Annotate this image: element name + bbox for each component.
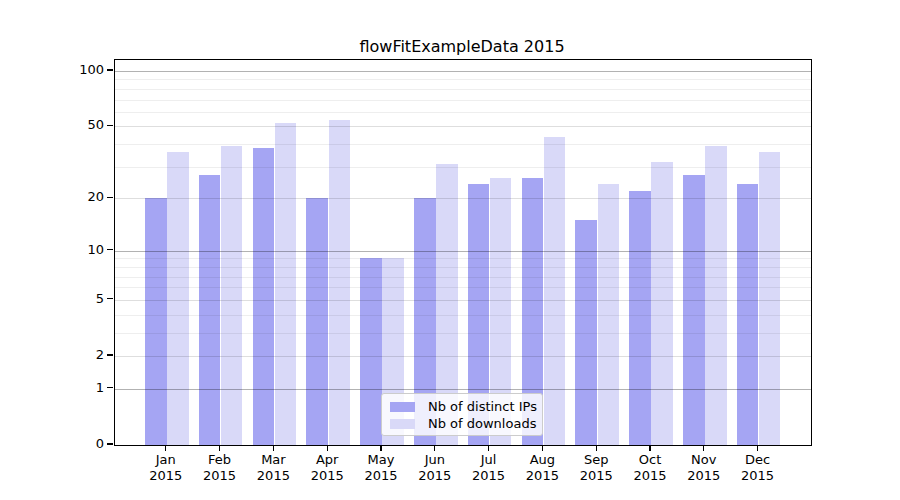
x-tick-label-jul: Jul 2015 bbox=[459, 452, 519, 484]
gridline-y-100 bbox=[115, 71, 811, 72]
gridline-y-10 bbox=[115, 251, 811, 252]
gridline-minor-y-60 bbox=[115, 112, 811, 113]
x-tick-mark-mar bbox=[273, 445, 274, 451]
legend-swatch-downloads bbox=[390, 419, 415, 429]
bar-downloads-mar bbox=[275, 123, 297, 445]
gridline-minor-y-9 bbox=[115, 258, 811, 259]
x-tick-label-oct: Oct 2015 bbox=[620, 452, 680, 484]
x-tick-mark-dec bbox=[757, 445, 758, 451]
gridline-minor-y-70 bbox=[115, 100, 811, 101]
x-tick-mark-sep bbox=[596, 445, 597, 451]
legend-item-downloads: Nb of downloads bbox=[382, 415, 542, 432]
legend-label-downloads: Nb of downloads bbox=[428, 415, 534, 433]
gridline-minor-y-30 bbox=[115, 167, 811, 168]
bar-downloads-nov bbox=[705, 146, 727, 445]
x-tick-label-jun: Jun 2015 bbox=[405, 452, 465, 484]
bar-downloads-dec bbox=[759, 152, 781, 445]
y-tick-label-100: 100 bbox=[8, 62, 104, 78]
y-tick-label-0: 0 bbox=[8, 436, 104, 452]
x-tick-mark-jan bbox=[165, 445, 166, 451]
y-tick-mark-20 bbox=[107, 197, 113, 198]
y-tick-mark-10 bbox=[107, 249, 113, 250]
x-tick-label-apr: Apr 2015 bbox=[297, 452, 357, 484]
figure: flowFitExampleData 2015 0 1 2 5 10 20 50 100 Ja… bbox=[0, 0, 900, 500]
x-tick-label-nov: Nov 2015 bbox=[674, 452, 734, 484]
x-tick-label-sep: Sep 2015 bbox=[566, 452, 626, 484]
y-tick-mark-2 bbox=[107, 354, 113, 355]
gridline-minor-y-7 bbox=[115, 277, 811, 278]
bar-downloads-jan bbox=[167, 152, 189, 445]
chart-title: flowFitExampleData 2015 bbox=[114, 37, 810, 56]
gridline-y-5 bbox=[115, 300, 811, 301]
y-tick-mark-0 bbox=[107, 443, 113, 444]
y-tick-label-20: 20 bbox=[8, 189, 104, 205]
x-tick-label-aug: Aug 2015 bbox=[512, 452, 572, 484]
x-tick-label-feb: Feb 2015 bbox=[190, 452, 250, 484]
y-tick-mark-100 bbox=[107, 69, 113, 70]
x-tick-mark-feb bbox=[219, 445, 220, 451]
gridline-minor-y-8 bbox=[115, 267, 811, 268]
bar-downloads-feb bbox=[221, 146, 243, 445]
gridline-y-1 bbox=[115, 389, 811, 390]
bar-downloads-aug bbox=[544, 137, 566, 446]
x-tick-mark-nov bbox=[703, 445, 704, 451]
bar-ips-mar bbox=[253, 148, 275, 445]
bar-downloads-oct bbox=[651, 162, 673, 445]
bar-ips-feb bbox=[199, 175, 221, 445]
y-tick-label-50: 50 bbox=[8, 117, 104, 133]
y-tick-mark-5 bbox=[107, 298, 113, 299]
legend-label-distinct-ips: Nb of distinct IPs bbox=[428, 398, 534, 416]
bar-ips-oct bbox=[629, 191, 651, 445]
gridline-y-2 bbox=[115, 356, 811, 357]
x-tick-mark-apr bbox=[327, 445, 328, 451]
y-tick-mark-50 bbox=[107, 125, 113, 126]
bar-ips-apr bbox=[306, 198, 328, 445]
legend-item-distinct-ips: Nb of distinct IPs bbox=[382, 398, 542, 415]
x-tick-label-dec: Dec 2015 bbox=[728, 452, 788, 484]
x-tick-mark-aug bbox=[542, 445, 543, 451]
gridline-minor-y-40 bbox=[115, 144, 811, 145]
gridline-minor-y-90 bbox=[115, 79, 811, 80]
x-tick-mark-jun bbox=[434, 445, 435, 451]
x-tick-label-jan: Jan 2015 bbox=[136, 452, 196, 484]
legend-swatch-distinct-ips bbox=[390, 402, 415, 412]
x-tick-mark-may bbox=[380, 445, 381, 451]
gridline-minor-y-80 bbox=[115, 89, 811, 90]
x-tick-label-mar: Mar 2015 bbox=[243, 452, 303, 484]
y-tick-label-2: 2 bbox=[8, 347, 104, 363]
bar-ips-nov bbox=[683, 175, 705, 445]
gridline-minor-y-6 bbox=[115, 287, 811, 288]
x-tick-mark-oct bbox=[649, 445, 650, 451]
y-tick-label-1: 1 bbox=[8, 380, 104, 396]
x-tick-label-may: May 2015 bbox=[351, 452, 411, 484]
gridline-minor-y-4 bbox=[115, 315, 811, 316]
y-tick-label-5: 5 bbox=[8, 291, 104, 307]
x-tick-mark-jul bbox=[488, 445, 489, 451]
bar-ips-jan bbox=[145, 198, 167, 445]
bar-downloads-apr bbox=[329, 120, 351, 445]
y-tick-mark-1 bbox=[107, 387, 113, 388]
plot-area bbox=[114, 59, 812, 446]
y-tick-label-10: 10 bbox=[8, 242, 104, 258]
gridline-y-20 bbox=[115, 198, 811, 199]
legend: Nb of distinct IPs Nb of downloads bbox=[381, 393, 543, 436]
gridline-y-50 bbox=[115, 126, 811, 127]
gridline-minor-y-3 bbox=[115, 333, 811, 334]
